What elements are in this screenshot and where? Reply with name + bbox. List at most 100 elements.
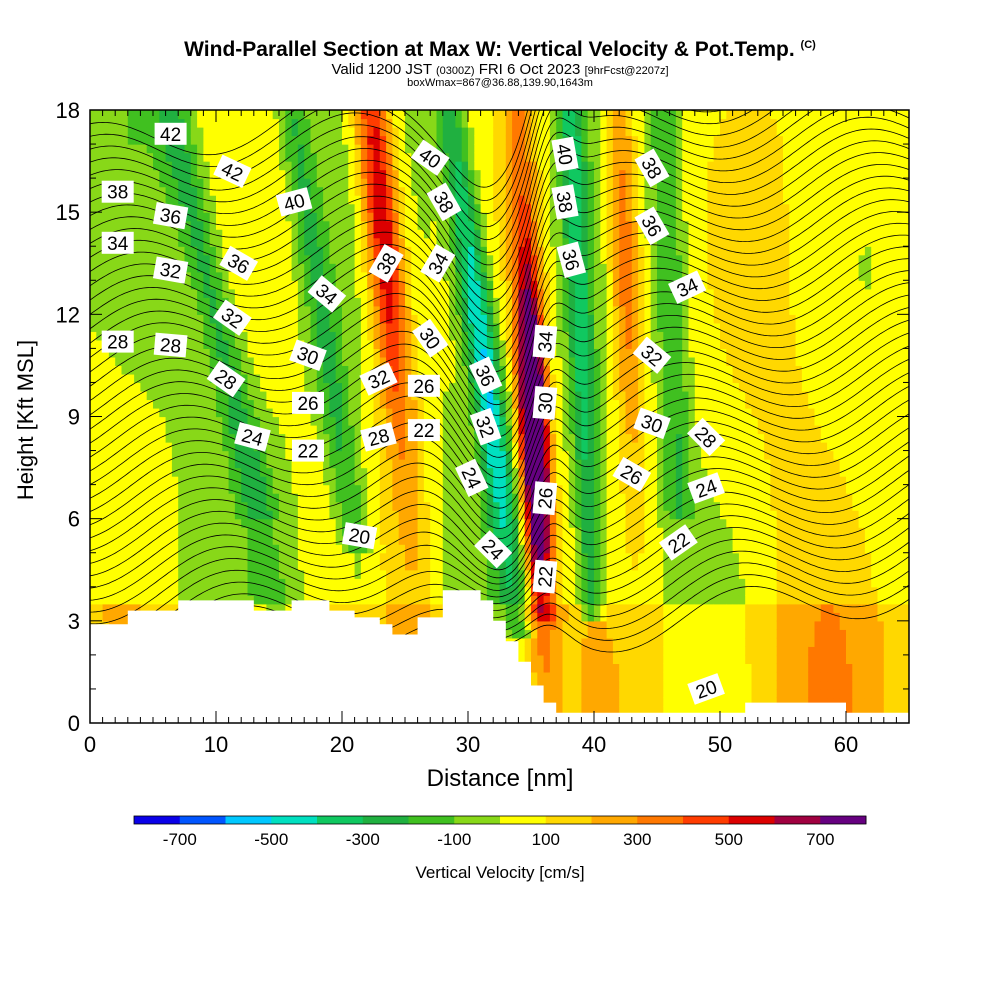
velocity-cell — [518, 348, 526, 358]
velocity-cell — [96, 467, 104, 477]
velocity-cell — [461, 535, 469, 545]
velocity-cell — [146, 544, 154, 554]
velocity-cell — [360, 118, 368, 128]
velocity-cell — [285, 450, 293, 460]
velocity-cell — [348, 178, 356, 188]
velocity-cell — [222, 280, 230, 290]
velocity-cell — [398, 110, 406, 120]
velocity-cell — [197, 263, 204, 273]
velocity-cell — [102, 135, 110, 145]
velocity-cell — [297, 246, 305, 256]
velocity-cell — [518, 476, 526, 486]
velocity-cell — [405, 518, 412, 528]
velocity-cell — [184, 169, 192, 179]
velocity-cell — [222, 501, 230, 511]
velocity-cell — [90, 297, 97, 307]
velocity-cell — [279, 118, 286, 128]
velocity-cell — [342, 118, 349, 128]
velocity-cell — [234, 331, 242, 341]
velocity-cell — [442, 442, 450, 452]
velocity-cell — [171, 476, 179, 486]
velocity-cell — [203, 552, 211, 562]
velocity-cell — [272, 544, 280, 554]
velocity-cell — [373, 603, 381, 613]
velocity-cell — [505, 527, 513, 537]
velocity-cell — [253, 144, 261, 154]
velocity-cell — [102, 501, 110, 511]
velocity-cell — [486, 220, 494, 230]
velocity-cell — [480, 501, 488, 511]
velocity-cell — [260, 527, 267, 537]
velocity-cell — [405, 322, 412, 332]
velocity-cell — [165, 288, 173, 298]
velocity-cell — [316, 476, 324, 486]
velocity-cell — [108, 212, 116, 222]
velocity-cell — [373, 510, 381, 520]
velocity-cell — [297, 305, 305, 315]
velocity-cell — [228, 535, 236, 545]
velocity-cell — [442, 365, 450, 375]
velocity-cell — [512, 399, 519, 409]
velocity-cell — [108, 501, 116, 511]
velocity-cell — [253, 220, 261, 230]
velocity-cell — [417, 586, 425, 596]
velocity-cell — [316, 195, 324, 205]
velocity-cell — [335, 373, 343, 384]
velocity-cell — [197, 527, 204, 537]
velocity-cell — [272, 586, 280, 596]
velocity-cell — [512, 484, 519, 494]
velocity-cell — [260, 169, 267, 179]
velocity-cell — [260, 390, 267, 401]
velocity-cell — [379, 195, 387, 205]
velocity-cell — [480, 203, 488, 213]
velocity-cell — [316, 322, 324, 332]
velocity-cell — [165, 586, 173, 596]
velocity-cell — [197, 569, 204, 579]
velocity-cell — [266, 339, 274, 349]
velocity-cell — [260, 544, 267, 554]
velocity-cell — [90, 186, 97, 196]
velocity-cell — [423, 561, 431, 571]
velocity-cell — [430, 399, 438, 409]
velocity-cell — [253, 246, 261, 256]
velocity-cell — [266, 484, 274, 494]
velocity-cell — [423, 399, 431, 409]
velocity-cell — [323, 203, 330, 213]
velocity-cell — [411, 339, 419, 349]
velocity-cell — [90, 331, 97, 341]
velocity-cell — [241, 493, 249, 503]
velocity-cell — [247, 195, 255, 205]
velocity-cell — [253, 331, 261, 341]
velocity-cell — [108, 297, 116, 307]
velocity-cell — [216, 229, 223, 239]
velocity-cell — [285, 382, 293, 392]
velocity-cell — [329, 144, 337, 154]
velocity-cell — [461, 144, 469, 154]
velocity-cell — [266, 348, 274, 358]
velocity-cell — [190, 288, 198, 298]
velocity-cell — [253, 459, 261, 469]
velocity-cell — [360, 237, 368, 247]
velocity-cell — [134, 203, 141, 213]
velocity-cell — [203, 288, 211, 298]
velocity-cell — [279, 467, 286, 477]
velocity-cell — [127, 220, 135, 230]
velocity-cell — [165, 382, 173, 392]
velocity-cell — [285, 169, 293, 179]
velocity-cell — [518, 322, 526, 332]
velocity-cell — [241, 442, 249, 452]
velocity-cell — [209, 501, 217, 511]
velocity-cell — [146, 314, 154, 324]
velocity-cell — [216, 399, 223, 409]
velocity-cell — [486, 229, 494, 239]
velocity-cell — [455, 348, 463, 358]
velocity-cell — [146, 586, 154, 596]
velocity-cell — [360, 186, 368, 196]
velocity-cell — [512, 595, 519, 605]
velocity-cell — [285, 254, 293, 264]
velocity-cell — [90, 484, 97, 494]
velocity-cell — [411, 459, 419, 469]
velocity-cell — [499, 339, 507, 349]
velocity-cell — [405, 595, 412, 605]
velocity-cell — [153, 373, 160, 384]
